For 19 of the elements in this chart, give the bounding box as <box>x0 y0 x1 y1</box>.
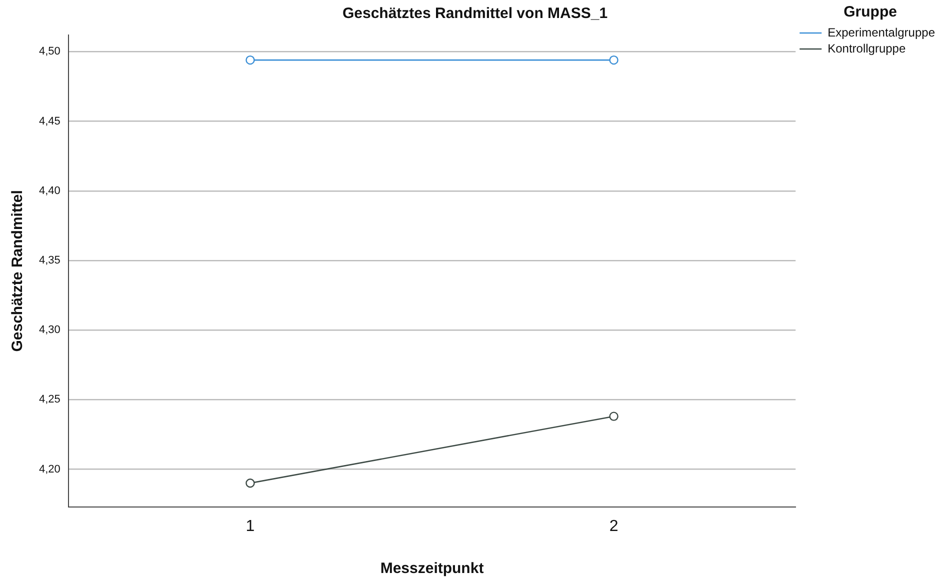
point <box>609 412 618 421</box>
legend-label: Kontrollgruppe <box>828 41 906 56</box>
y-tick-label: 4,50 <box>38 46 60 58</box>
chart-title: Geschätztes Randmittel von MASS_1 <box>342 5 608 22</box>
point <box>609 55 618 65</box>
legend-label: Experimentalgruppe <box>828 25 936 40</box>
y-tick-label: 4,20 <box>38 463 60 476</box>
legend-title: Gruppe <box>844 4 897 21</box>
y-tick-label: 4,30 <box>38 324 60 336</box>
y-tick-label: 4,45 <box>38 115 60 128</box>
x-axis-title: Messzeitpunkt <box>380 560 484 578</box>
x-tick-label: 1 <box>246 518 255 535</box>
y-tick-label: 4,40 <box>38 184 60 197</box>
point <box>246 478 255 488</box>
y-tick-label: 4,35 <box>38 254 60 266</box>
point <box>246 55 255 65</box>
y-tick-label: 4,25 <box>38 394 60 406</box>
x-tick-label: 2 <box>609 518 618 535</box>
y-axis-title: Geschätzte Randmittel <box>9 190 26 352</box>
